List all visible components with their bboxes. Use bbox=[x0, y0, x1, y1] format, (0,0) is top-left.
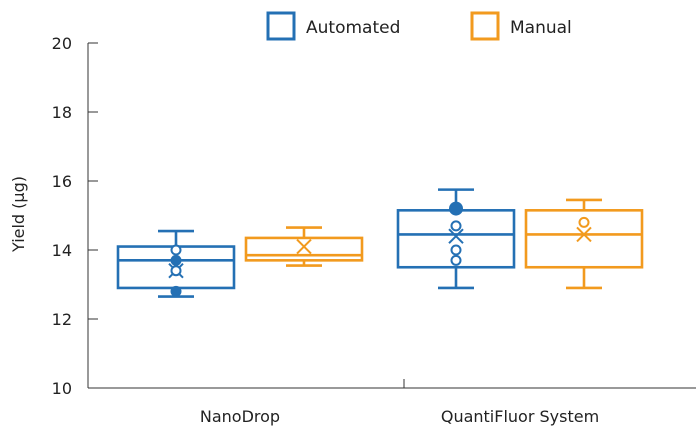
box-manual-1 bbox=[244, 226, 364, 267]
legend: Automated Manual bbox=[266, 11, 572, 41]
legend-label: Automated bbox=[306, 18, 400, 38]
legend-item-automated: Automated bbox=[266, 11, 400, 41]
mean-marker bbox=[448, 228, 464, 244]
y-axis-title: Yield (µg) bbox=[9, 176, 28, 253]
y-tick-label: 14 bbox=[52, 241, 72, 260]
category-label: NanoDrop bbox=[200, 407, 280, 426]
data-point-open bbox=[170, 265, 182, 277]
legend-swatch bbox=[470, 11, 500, 41]
mean-marker bbox=[296, 238, 312, 255]
y-tick-label: 20 bbox=[52, 34, 72, 53]
data-point-open bbox=[450, 254, 462, 266]
axes bbox=[87, 43, 696, 389]
category-labels: NanoDrop QuantiFluor System bbox=[200, 407, 599, 426]
y-ticks: 10 12 14 16 18 20 bbox=[52, 34, 98, 398]
box-iqr bbox=[524, 209, 644, 269]
data-point-open bbox=[450, 244, 462, 256]
box-manual-2 bbox=[524, 198, 644, 290]
mean-marker bbox=[576, 226, 592, 243]
y-tick-label: 18 bbox=[52, 103, 72, 122]
legend-label: Manual bbox=[510, 18, 572, 38]
data-point-open bbox=[450, 220, 462, 232]
box-automated-2 bbox=[396, 188, 516, 290]
data-point-filled bbox=[449, 201, 463, 216]
y-tick-label: 10 bbox=[52, 379, 72, 398]
data-point-open bbox=[578, 216, 590, 228]
data-point-open bbox=[170, 244, 182, 256]
legend-swatch bbox=[266, 11, 296, 41]
boxes bbox=[116, 188, 644, 298]
y-tick-label: 12 bbox=[52, 310, 72, 329]
y-tick-label: 16 bbox=[52, 172, 72, 191]
data-point-filled bbox=[170, 285, 182, 297]
data-point-filled bbox=[170, 254, 182, 266]
box-iqr bbox=[244, 236, 364, 262]
box-automated-1 bbox=[116, 229, 236, 298]
legend-item-manual: Manual bbox=[470, 11, 572, 41]
category-label: QuantiFluor System bbox=[441, 407, 599, 426]
